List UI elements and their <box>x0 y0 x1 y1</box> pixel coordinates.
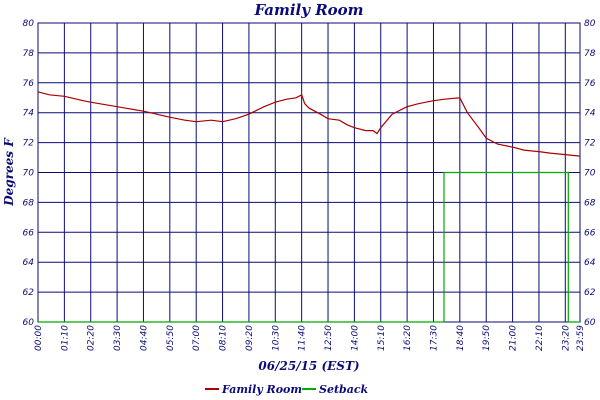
y-tick-label-right: 74 <box>584 109 596 119</box>
legend: Family Room Setback <box>205 383 369 396</box>
x-tick-label: 07:00 <box>192 325 202 351</box>
y-tick-label-right: 78 <box>584 49 596 59</box>
y-tick-label-left: 76 <box>23 79 35 89</box>
x-tick-label: 23:59 <box>576 325 586 351</box>
y-tick-label-left: 74 <box>23 109 35 119</box>
x-tick-label: 21:00 <box>509 325 519 351</box>
series-line-setback <box>38 171 580 323</box>
x-tick-label: 11:40 <box>298 325 308 351</box>
y-tick-labels: 60 60 62 62 64 64 66 66 68 68 70 70 72 72 74 74 76 76 78 78… <box>23 19 596 328</box>
x-tick-labels: 00:00 01:10 02:20 03:30 04:40 05:50 07:00 08:10… <box>34 325 586 351</box>
y-axis-label: Degrees F <box>2 137 16 207</box>
y-tick-label-right: 64 <box>584 258 596 268</box>
y-tick-label-left: 72 <box>23 139 35 149</box>
y-tick-label-right: 72 <box>584 139 596 149</box>
x-tick-label: 18:40 <box>456 325 466 351</box>
y-tick-label-right: 68 <box>584 198 596 208</box>
y-tick-label-right: 60 <box>584 318 596 328</box>
y-tick-label-left: 60 <box>23 318 35 328</box>
x-tick-label: 09:20 <box>245 325 255 351</box>
y-tick-label-right: 70 <box>584 169 596 179</box>
x-tick-label: 04:40 <box>139 325 149 351</box>
y-tick-label-right: 80 <box>584 19 596 29</box>
x-tick-label: 17:30 <box>429 325 439 351</box>
y-tick-label-left: 64 <box>23 258 35 268</box>
x-tick-label: 01:10 <box>60 325 70 351</box>
y-tick-label-left: 68 <box>23 198 35 208</box>
y-tick-label-left: 80 <box>23 19 35 29</box>
y-tick-label-left: 78 <box>23 49 35 59</box>
x-tick-label: 05:50 <box>166 325 176 351</box>
x-tick-label: 10:30 <box>271 325 281 351</box>
y-tick-label-right: 66 <box>584 228 596 238</box>
y-tick-label-left: 70 <box>23 169 35 179</box>
x-tick-label: 23:20 <box>561 325 571 351</box>
y-tick-label-right: 76 <box>584 79 596 89</box>
x-tick-label: 19:50 <box>482 325 492 351</box>
x-tick-label: 22:10 <box>535 325 545 351</box>
x-tick-label: 02:20 <box>87 325 97 351</box>
x-tick-label: 16:20 <box>403 325 413 351</box>
x-tick-label: 00:00 <box>34 325 44 351</box>
x-axis-label: 06/25/15 (EST) <box>258 359 359 373</box>
x-tick-label: 12:50 <box>324 325 334 351</box>
series-line-family-room <box>37 91 581 157</box>
chart-title: Family Room <box>253 1 363 19</box>
x-tick-label: 14:00 <box>350 325 360 351</box>
y-tick-label-left: 62 <box>23 288 35 298</box>
legend-label: Family Room <box>221 383 302 396</box>
series-lines <box>37 91 581 323</box>
x-tick-label: 15:10 <box>377 325 387 351</box>
legend-label: Setback <box>319 383 369 396</box>
x-tick-label: 08:10 <box>219 325 229 351</box>
x-tick-label: 03:30 <box>113 325 123 351</box>
y-tick-label-right: 62 <box>584 288 596 298</box>
y-tick-label-left: 66 <box>23 228 35 238</box>
